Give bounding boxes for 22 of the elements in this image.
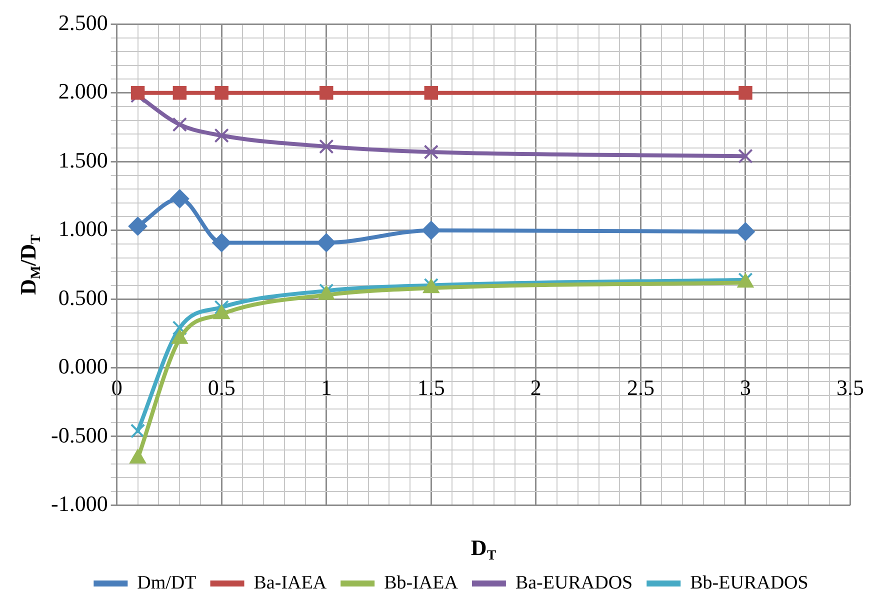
x-tick-label: 0 <box>111 374 122 400</box>
legend-label: Dm/DT <box>137 572 197 594</box>
x-tick-label: 1 <box>320 374 332 400</box>
y-tick-label: 0.000 <box>58 354 108 379</box>
y-tick-label: 1.500 <box>58 147 108 172</box>
x-tick-label: 1.5 <box>417 374 445 400</box>
legend-label: Bb-IAEA <box>384 572 458 594</box>
y-tick-label: 2.000 <box>58 78 108 104</box>
x-tick-label: 3 <box>740 374 751 400</box>
x-tick-label: 0.5 <box>208 374 236 400</box>
y-axis-title: DM/DT <box>16 234 44 295</box>
x-tick-label: 2 <box>530 374 542 400</box>
legend-label: Bb-EURADOS <box>690 572 808 594</box>
y-tick-label: 1.000 <box>58 216 108 242</box>
x-tick-label: 2.5 <box>626 374 654 400</box>
y-tick-label: 0.500 <box>58 284 108 310</box>
y-tick-label: 2.500 <box>58 10 108 35</box>
x-tick-label: 3.5 <box>836 374 864 400</box>
legend-label: Ba-EURADOS <box>515 572 633 594</box>
y-tick-label: -1.000 <box>51 490 108 516</box>
y-tick-label: -0.500 <box>51 422 108 448</box>
legend-label: Ba-IAEA <box>254 572 327 594</box>
